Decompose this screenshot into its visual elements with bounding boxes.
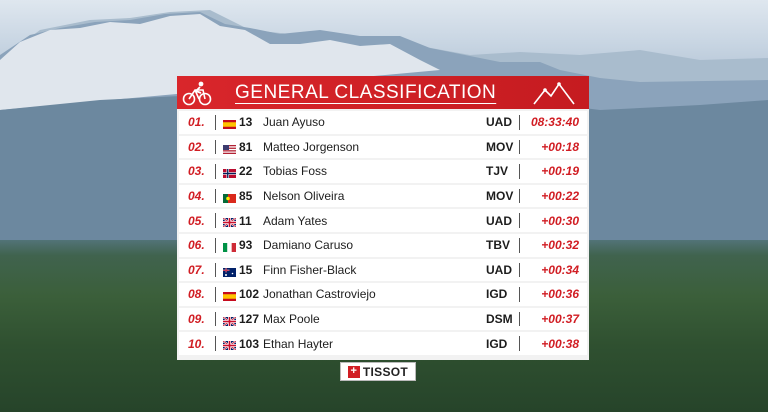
list-item: 03. 22 Tobias Foss TJV +00:19 [179, 160, 587, 183]
list-item: 04. 85 Nelson Oliveira MOV +00:22 [179, 184, 587, 208]
time-gap: +00:32 [541, 238, 579, 253]
flag-it-icon [223, 241, 236, 252]
team-code: IGD [486, 336, 508, 351]
flag-gb-icon [222, 339, 237, 352]
rider-name: Matteo Jorgenson [263, 139, 360, 154]
mountain-icon [533, 82, 575, 105]
rider-number: 11 [239, 213, 252, 228]
rank-label: 05. [188, 213, 205, 228]
flag-pt-icon [223, 192, 236, 203]
flag-es-icon [223, 118, 236, 129]
time-gap: +00:38 [541, 336, 579, 351]
rank-label: 07. [188, 262, 205, 277]
divider [519, 164, 520, 179]
rider-number: 13 [239, 115, 253, 130]
rider-number: 102 [239, 287, 260, 302]
rider-name: Juan Ayuso [263, 115, 325, 130]
list-item: 02. 81 Matteo Jorgenson MOV +00:18 [179, 135, 587, 159]
rider-number: 81 [239, 139, 253, 154]
rider-number: 15 [239, 262, 253, 277]
divider [215, 139, 216, 155]
rider-number: 103 [239, 336, 260, 351]
divider [215, 336, 216, 351]
rank-label: 04. [188, 189, 205, 204]
general-classification-panel: GENERAL CLASSIFICATION 01. 13 Juan Ayuso… [177, 76, 589, 360]
divider [519, 188, 520, 204]
rider-name: Adam Yates [263, 213, 328, 228]
divider [519, 311, 520, 327]
rank-label: 10. [188, 336, 205, 351]
flag-gb-icon [222, 315, 237, 327]
rider-name: Damiano Caruso [263, 238, 354, 253]
divider [215, 115, 216, 130]
time-gap: +00:36 [541, 287, 579, 302]
flag-us-icon [223, 143, 236, 154]
time-gap: +00:34 [541, 262, 579, 277]
divider [215, 262, 216, 278]
divider [519, 262, 520, 278]
time-gap: +00:37 [541, 312, 579, 327]
rider-name: Ethan Hayter [263, 336, 334, 351]
rider-number: 22 [239, 164, 253, 179]
time-gap: +00:19 [541, 164, 579, 179]
rider-name: Finn Fisher-Black [263, 262, 357, 277]
divider [519, 287, 520, 302]
divider [519, 139, 520, 155]
divider [215, 287, 216, 302]
swiss-cross-icon: + [347, 365, 360, 378]
rider-number: 127 [239, 312, 260, 327]
divider [215, 237, 216, 253]
divider [519, 213, 520, 228]
divider [215, 213, 216, 228]
team-code: IGD [486, 287, 508, 302]
divider [215, 311, 216, 327]
page-title: GENERAL CLASSIFICATION [235, 81, 497, 103]
divider [519, 336, 520, 351]
list-item: 06. 93 Damiano Caruso TBV +00:32 [179, 233, 587, 257]
rank-label: 02. [188, 139, 205, 154]
cyclist-icon [177, 76, 217, 109]
flag-es-icon [223, 290, 236, 302]
rider-name: Max Poole [263, 312, 320, 327]
classification-header: GENERAL CLASSIFICATION [177, 76, 589, 109]
list-item: 10. 103 Ethan Hayter IGD +00:38 [179, 332, 587, 355]
rank-label: 06. [188, 238, 205, 253]
team-code: TBV [486, 238, 510, 253]
flag-gb-icon [222, 216, 237, 229]
rank-label: 09. [188, 312, 205, 327]
rider-name: Tobias Foss [263, 164, 328, 179]
list-item: 09. 127 Max Poole DSM +00:37 [179, 307, 587, 331]
list-item: 07. 15 Finn Fisher-Black UAD +00:34 [179, 258, 587, 282]
rank-label: 01. [188, 115, 205, 130]
rank-label: 08. [188, 287, 205, 302]
list-item: 05. 11 Adam Yates UAD +00:30 [179, 209, 587, 232]
flag-au-icon [223, 266, 236, 277]
divider [519, 237, 520, 253]
team-code: UAD [486, 115, 512, 130]
time-gap: +00:18 [541, 139, 579, 154]
time-gap: +00:22 [541, 189, 579, 204]
team-code: DSM [486, 312, 513, 327]
rank-label: 03. [188, 164, 205, 179]
standings-list: 01. 13 Juan Ayuso UAD 08:33:40 02. 81 Ma… [177, 109, 589, 360]
team-code: UAD [486, 262, 512, 277]
list-item: 08. 102 Jonathan Castroviejo IGD +00:36 [179, 283, 587, 306]
team-code: MOV [486, 189, 514, 204]
rider-name: Nelson Oliveira [263, 189, 345, 204]
time-gap: 08:33:40 [530, 115, 579, 130]
time-gap: +00:30 [541, 213, 579, 228]
team-code: TJV [486, 164, 509, 179]
rider-number: 85 [239, 189, 253, 204]
sponsor-label: TISSOT [362, 364, 409, 379]
team-code: MOV [486, 139, 514, 154]
divider [519, 115, 520, 130]
divider [215, 164, 216, 179]
rider-name: Jonathan Castroviejo [263, 287, 376, 302]
team-code: UAD [486, 213, 512, 228]
rider-number: 93 [239, 238, 253, 253]
sponsor-logo: + TISSOT [340, 362, 416, 381]
divider [215, 188, 216, 204]
list-item: 01. 13 Juan Ayuso UAD 08:33:40 [179, 111, 587, 134]
flag-no-icon [223, 167, 236, 179]
